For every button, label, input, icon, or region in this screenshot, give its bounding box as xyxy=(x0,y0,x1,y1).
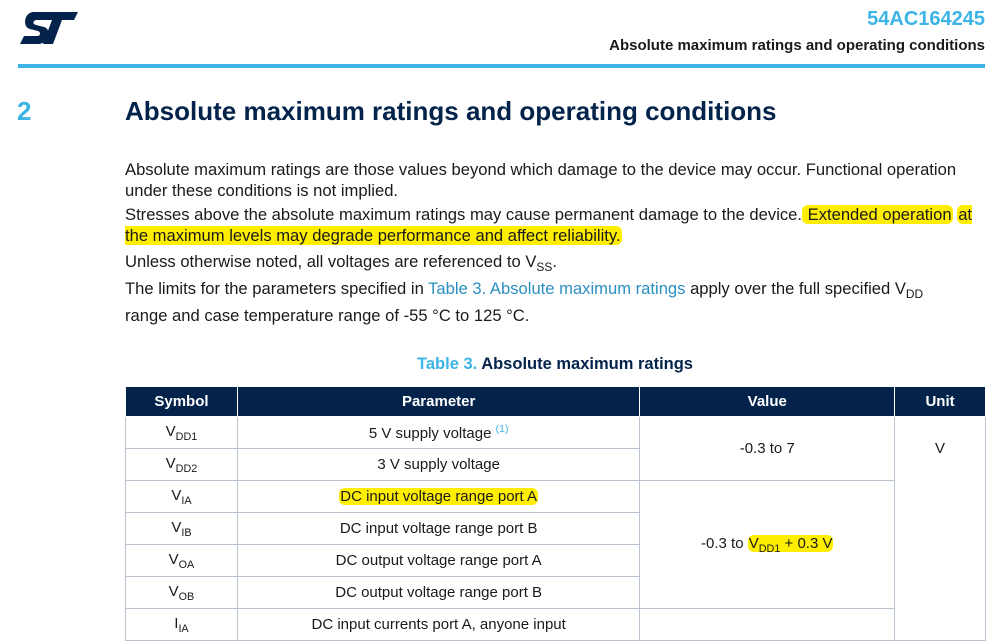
document-id: 54AC164245 xyxy=(867,8,985,30)
paragraph-text: Absolute maximum ratings are those value… xyxy=(125,160,957,200)
symbol-cell: VDD2 xyxy=(125,448,238,481)
section-title: Absolute maximum ratings and operating c… xyxy=(125,96,777,126)
symbol-text: I xyxy=(174,614,179,632)
parameter-cell: DC input voltage range port A xyxy=(236,480,641,513)
subscript: SS xyxy=(536,260,553,275)
subscript: IA xyxy=(178,622,189,635)
header-subtitle: Absolute maximum ratings and operating c… xyxy=(609,37,985,54)
table-row: VDD1 5 V supply voltage (1) -0.3 to 7 V xyxy=(125,416,986,641)
paragraph-limits: The limits for the parameters specified … xyxy=(125,278,987,326)
symbol-text: V xyxy=(168,582,179,600)
subscript: OA xyxy=(178,558,195,571)
paragraph-text: apply over the full specified V xyxy=(685,279,906,298)
paragraph-text: The limits for the parameters specified … xyxy=(125,279,429,298)
paragraph-text: . xyxy=(552,252,557,271)
parameter-cell: DC input voltage range port B xyxy=(236,512,641,545)
symbol-text: V xyxy=(171,486,182,504)
symbol-text: V xyxy=(171,518,182,536)
footnote-link[interactable]: (1) xyxy=(495,423,509,435)
symbol-cell: VOA xyxy=(125,544,238,577)
header-rule xyxy=(18,64,985,68)
value-cell: -0.3 to 7 xyxy=(639,416,896,481)
symbol-cell: VIB xyxy=(125,512,238,545)
highlighted-text: Extended operation xyxy=(802,205,953,224)
value-cell xyxy=(639,608,896,641)
parameter-text: 5 V supply voltage xyxy=(368,425,496,442)
parameter-cell: DC input currents port A, anyone input xyxy=(236,608,641,641)
subscript: IA xyxy=(181,494,192,507)
table-3-link[interactable]: Table 3. Absolute maximum ratings xyxy=(428,279,686,298)
column-header-symbol: Symbol xyxy=(125,386,238,417)
table-row: VOA DC output voltage range port A xyxy=(125,544,986,577)
column-header-value: Value xyxy=(639,386,896,417)
value-text: -0.3 to xyxy=(701,534,748,552)
symbol-text: V xyxy=(168,550,179,568)
value-text: + 0.3 V xyxy=(780,534,833,552)
column-header-unit: Unit xyxy=(894,386,986,417)
parameter-cell: DC output voltage range port B xyxy=(236,576,641,609)
symbol-text: V xyxy=(165,422,176,440)
highlighted-text: VDD1 + 0.3 V xyxy=(747,534,834,555)
paragraph-text: Stresses above the absolute maximum rati… xyxy=(125,205,803,224)
symbol-cell: VIA xyxy=(125,480,238,513)
highlighted-text: DC input voltage range port A xyxy=(339,488,539,505)
table-header-row: Symbol Parameter Value Unit xyxy=(125,386,986,417)
symbol-cell: IIA xyxy=(125,608,238,641)
subscript: DD2 xyxy=(175,462,198,475)
symbol-cell: VOB xyxy=(125,576,238,609)
table-caption-label: Table 3. xyxy=(417,355,478,373)
subscript: DD1 xyxy=(758,542,781,555)
parameter-cell: DC output voltage range port A xyxy=(236,544,641,577)
table-row: VIA DC input voltage range port A -0.3 t… xyxy=(125,480,986,609)
table-caption-title: Absolute maximum ratings xyxy=(477,355,693,373)
subscript: DD1 xyxy=(175,430,198,443)
paragraph-text: range and case temperature range of -55 … xyxy=(125,306,530,326)
value-cell: -0.3 to VDD1 + 0.3 V xyxy=(639,480,896,609)
paragraph-stresses: Stresses above the absolute maximum rati… xyxy=(125,204,987,246)
subscript: IB xyxy=(181,526,192,539)
paragraph-voltage-reference: Unless otherwise noted, all voltages are… xyxy=(125,251,987,278)
paragraph-ratings-definition: Absolute maximum ratings are those value… xyxy=(125,159,987,201)
table-row: IIA DC input currents port A, anyone inp… xyxy=(125,608,986,641)
ratings-table: Symbol Parameter Value Unit VDD1 5 V sup… xyxy=(125,386,986,641)
column-header-parameter: Parameter xyxy=(236,386,641,417)
table-row: VOB DC output voltage range port B xyxy=(125,576,986,609)
subscript: DD xyxy=(905,287,924,302)
parameter-cell: 5 V supply voltage (1) xyxy=(236,416,641,449)
subscript: OB xyxy=(178,590,195,603)
section-number: 2 xyxy=(17,96,32,126)
symbol-cell: VDD1 xyxy=(125,416,238,449)
table-caption: Table 3. Absolute maximum ratings xyxy=(125,355,985,374)
st-logo xyxy=(20,12,78,44)
symbol-text: V xyxy=(165,454,176,472)
value-symbol: V xyxy=(748,534,759,552)
unit-cell: V xyxy=(894,416,986,641)
parameter-cell: 3 V supply voltage xyxy=(236,448,641,481)
paragraph-text: Unless otherwise noted, all voltages are… xyxy=(125,252,537,271)
